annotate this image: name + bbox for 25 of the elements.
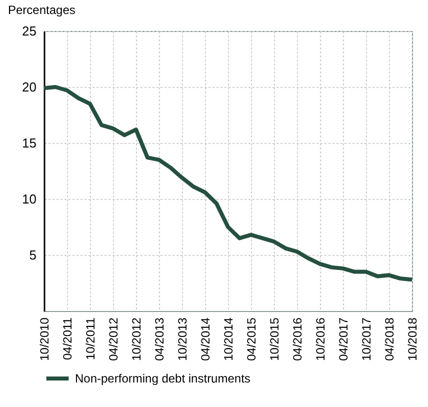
x-tick-label: 04/2014 (198, 317, 212, 361)
x-tick-label: 04/2012 (106, 317, 120, 361)
x-tick-label: 10/2013 (176, 317, 190, 361)
x-tick-label: 10/2015 (268, 317, 282, 361)
x-tick-label: 10/2011 (84, 317, 98, 360)
line-series (42, 85, 414, 282)
x-tick-label: 04/2015 (244, 317, 258, 361)
x-tick-label: 04/2017 (336, 317, 350, 361)
x-tick-label: 10/2012 (130, 317, 144, 361)
x-tick-label: 10/2014 (222, 317, 236, 361)
x-tick-label: 04/2016 (290, 317, 304, 361)
y-tick-label: 25 (22, 24, 36, 38)
x-tick-label: 10/2017 (360, 317, 374, 361)
y-tick-label: 5 (29, 248, 36, 262)
y-tick-label: 20 (22, 80, 36, 94)
legend-label: Non-performing debt instruments (75, 372, 250, 386)
y-axis-title: Percentages (8, 3, 76, 17)
x-tick-label: 04/2018 (382, 317, 396, 361)
x-tick-label: 10/2018 (406, 317, 420, 361)
x-tick-label: 10/2010 (38, 317, 52, 361)
x-tick-label: 04/2011 (60, 317, 74, 360)
y-tick-label: 15 (22, 136, 36, 150)
y-tick-label: 10 (22, 192, 36, 206)
x-tick-label: 10/2016 (314, 317, 328, 361)
x-tick-label: 04/2013 (152, 317, 166, 361)
